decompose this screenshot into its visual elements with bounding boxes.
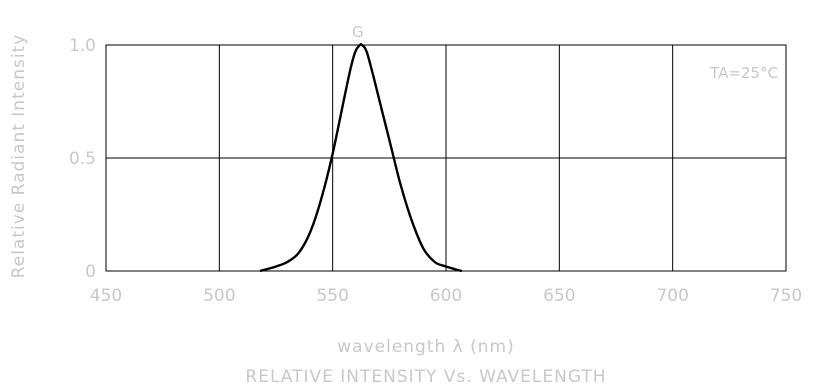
temperature-annotation: TA=25°C xyxy=(709,64,778,82)
series-line-G xyxy=(259,43,463,273)
grid xyxy=(106,45,786,271)
series-layer: G xyxy=(259,23,463,273)
y-tick-label: 1.0 xyxy=(69,36,96,56)
y-tick-label: 0 xyxy=(85,262,96,282)
x-tick-label: 750 xyxy=(770,286,802,306)
plot-frame xyxy=(105,44,787,272)
x-tick-label: 650 xyxy=(543,286,575,306)
x-tick-label: 600 xyxy=(430,286,462,306)
y-tick-labels: 0 0.5 1.0 xyxy=(69,36,96,282)
x-tick-label: 450 xyxy=(90,286,122,306)
series-label: G xyxy=(352,23,364,41)
x-axis-label: wavelength λ (nm) xyxy=(337,337,515,357)
y-tick-label: 0.5 xyxy=(69,149,96,169)
x-tick-labels: 450 500 550 600 650 700 750 xyxy=(90,286,802,306)
y-axis-label: Relative Radiant Intensity xyxy=(9,34,29,279)
chart-title: RELATIVE INTENSITY Vs. WAVELENGTH xyxy=(245,367,606,387)
x-tick-label: 500 xyxy=(203,286,235,306)
x-tick-label: 550 xyxy=(316,286,348,306)
x-tick-label: 700 xyxy=(656,286,688,306)
